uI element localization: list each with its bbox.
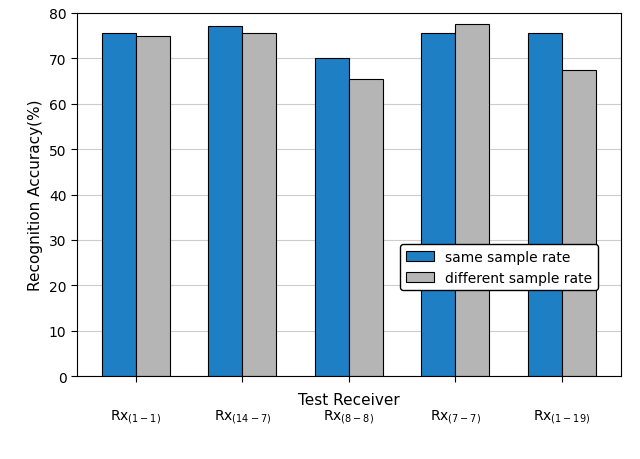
Text: $\mathrm{Rx}_{\mathrm{(1-19)}}$: $\mathrm{Rx}_{\mathrm{(1-19)}}$ — [533, 407, 591, 425]
Bar — [315, 59, 349, 376]
Text: $\mathrm{Rx}_{\mathrm{(8-8)}}$: $\mathrm{Rx}_{\mathrm{(8-8)}}$ — [323, 407, 374, 425]
X-axis label: Test Receiver: Test Receiver — [298, 392, 399, 407]
Bar — [421, 34, 456, 376]
Text: $\mathrm{Rx}_{\mathrm{(1-1)}}$: $\mathrm{Rx}_{\mathrm{(1-1)}}$ — [110, 407, 161, 425]
Y-axis label: Recognition Accuracy(%): Recognition Accuracy(%) — [28, 100, 44, 291]
Bar — [242, 34, 276, 376]
Legend: same sample rate, different sample rate: same sample rate, different sample rate — [401, 245, 598, 291]
Bar — [208, 28, 242, 376]
Bar — [136, 36, 170, 376]
Text: $\mathrm{Rx}_{\mathrm{(14-7)}}$: $\mathrm{Rx}_{\mathrm{(14-7)}}$ — [214, 407, 271, 425]
Bar — [562, 70, 596, 376]
Bar — [528, 34, 562, 376]
Bar — [102, 34, 136, 376]
Bar — [349, 79, 383, 376]
Text: $\mathrm{Rx}_{\mathrm{(7-7)}}$: $\mathrm{Rx}_{\mathrm{(7-7)}}$ — [430, 407, 481, 425]
Bar — [456, 25, 490, 376]
